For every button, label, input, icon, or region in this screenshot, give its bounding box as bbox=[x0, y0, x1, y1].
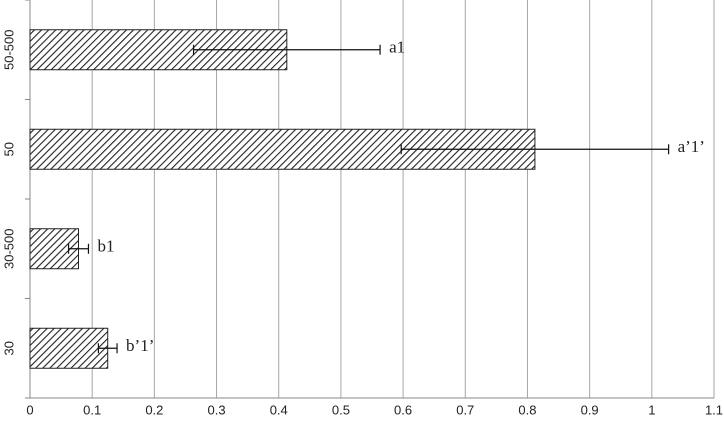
y-tick-label: 30 bbox=[1, 341, 16, 355]
y-tick-label: 30-500 bbox=[1, 229, 16, 269]
error-bar bbox=[97, 343, 118, 354]
x-tick-label: 1.1 bbox=[705, 402, 723, 417]
x-tick-label: 0.1 bbox=[83, 402, 101, 417]
y-tick-label: 50 bbox=[1, 142, 16, 156]
annotation: a’1’ bbox=[678, 137, 705, 156]
x-tick-label: 0 bbox=[26, 402, 33, 417]
error-bar bbox=[192, 44, 381, 55]
x-tick-label: 0.9 bbox=[581, 402, 599, 417]
error-bar bbox=[400, 144, 670, 155]
x-tick-label: 0.8 bbox=[518, 402, 536, 417]
y-tick-label: 50-500 bbox=[1, 30, 16, 70]
x-tick-label: 0.3 bbox=[208, 402, 226, 417]
error-bar bbox=[67, 243, 90, 254]
x-tick-label: 1 bbox=[648, 402, 655, 417]
x-tick-label: 0.7 bbox=[456, 402, 474, 417]
x-tick-label: 0.6 bbox=[394, 402, 412, 417]
annotation: b’1’ bbox=[126, 336, 154, 355]
bar bbox=[29, 327, 109, 369]
x-tick-label: 0.4 bbox=[270, 402, 288, 417]
x-tick-label: 0.5 bbox=[332, 402, 350, 417]
annotation: b1 bbox=[97, 237, 114, 256]
x-tick-label: 0.2 bbox=[145, 402, 163, 417]
annotation: a1 bbox=[389, 38, 405, 57]
